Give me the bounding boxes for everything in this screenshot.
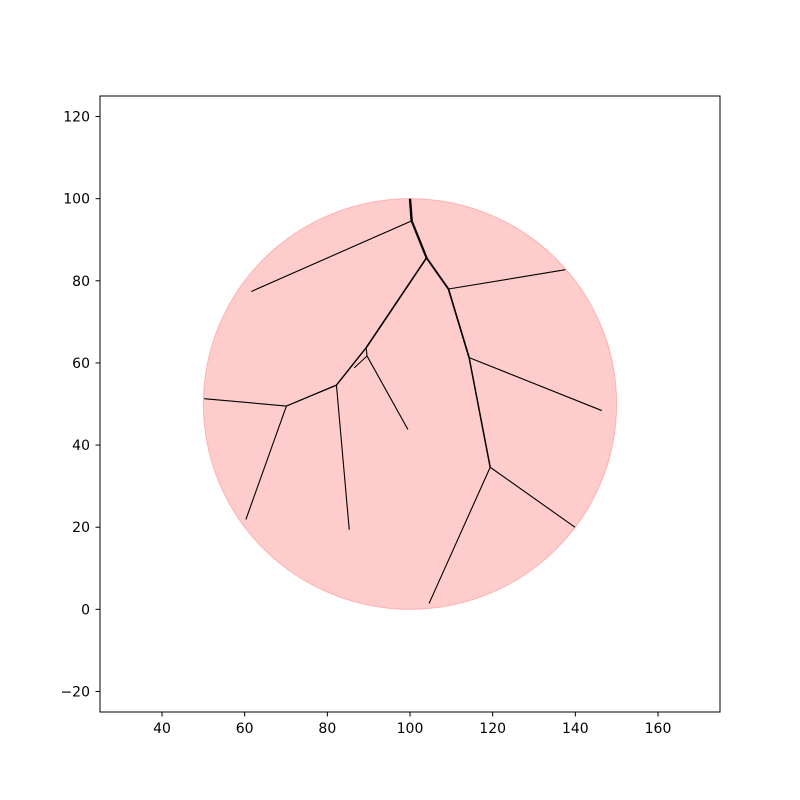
y-tick-label: 20 <box>72 520 90 536</box>
branch-layer <box>204 198 602 604</box>
branch-branch-bottom <box>428 467 491 604</box>
branch-trunk-5 <box>468 357 491 468</box>
branch-branch-center-stem <box>365 347 368 357</box>
x-tick-label: 80 <box>318 721 336 737</box>
y-tick-label: 40 <box>72 438 90 454</box>
branch-branch-twig <box>353 355 368 369</box>
branch-branch-upper-right <box>448 269 566 290</box>
branch-branch-far-left <box>204 398 287 407</box>
y-tick-label: 80 <box>72 274 90 290</box>
branch-branch-ul <box>251 220 412 292</box>
y-tick-label: 120 <box>63 110 90 126</box>
branch-branch-lower-left <box>245 405 287 520</box>
x-tick-label: 40 <box>153 721 171 737</box>
branch-branch-mid-right <box>468 357 602 412</box>
branch-branch-left-b <box>286 384 337 407</box>
branch-branch-down-85 <box>335 385 350 530</box>
y-tick-label: 0 <box>81 602 90 618</box>
y-tick-label: 60 <box>72 356 90 372</box>
y-axis: −20 0 20 40 60 80 100 120 <box>60 110 100 700</box>
x-tick-label: 60 <box>236 721 254 737</box>
branch-branch-center <box>366 355 409 430</box>
y-tick-label: −20 <box>60 684 90 700</box>
x-tick-label: 120 <box>479 721 506 737</box>
branch-branch-left-trunk <box>365 257 428 349</box>
branch-trunk-2 <box>410 220 428 259</box>
plot-area <box>202 198 618 610</box>
y-tick-label: 100 <box>63 192 90 208</box>
x-tick-label: 140 <box>562 721 589 737</box>
branch-trunk-4 <box>447 288 470 358</box>
branch-branch-left-a <box>335 347 367 386</box>
branch-branch-lower-right <box>489 466 576 528</box>
x-tick-label: 100 <box>397 721 424 737</box>
branch-trunk-1 <box>408 198 413 221</box>
x-tick-label: 160 <box>645 721 672 737</box>
branch-trunk-3 <box>425 257 450 290</box>
x-axis: 40 60 80 100 120 140 160 <box>153 712 671 737</box>
circle-region <box>202 198 618 610</box>
